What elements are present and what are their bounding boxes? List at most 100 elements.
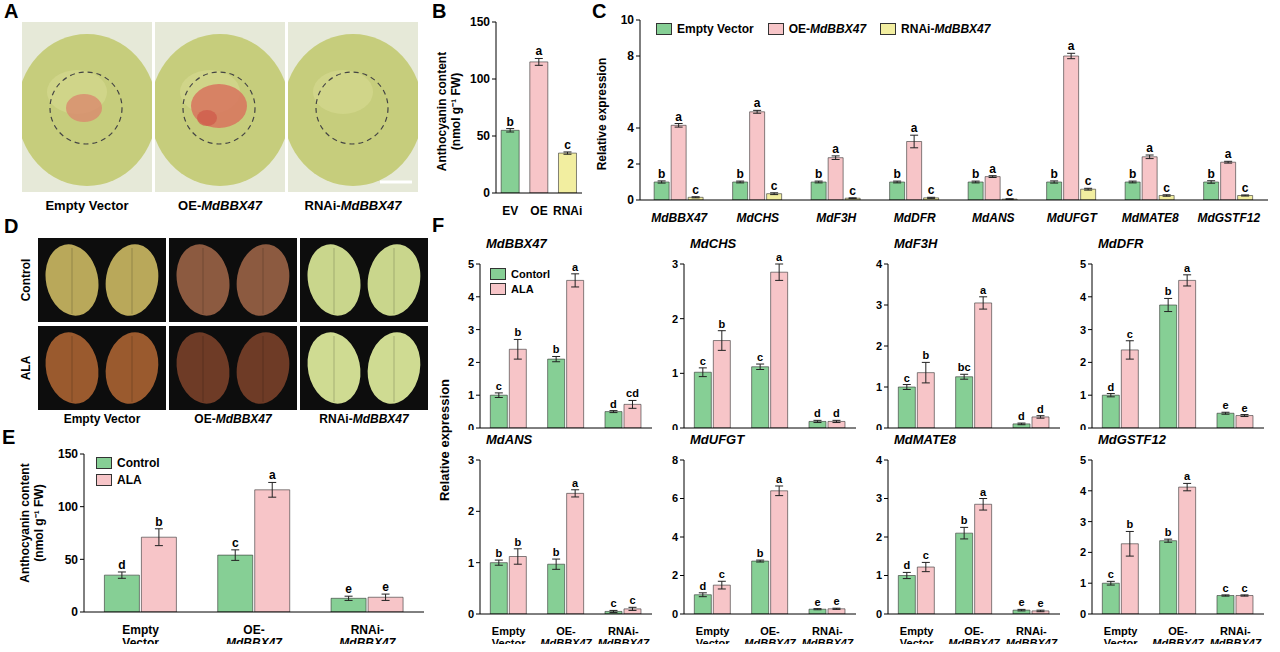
svg-text:c: c: [1085, 174, 1092, 188]
svg-text:5: 5: [468, 258, 474, 270]
svg-text:b: b: [972, 167, 979, 181]
svg-text:0: 0: [483, 186, 490, 200]
svg-text:RNAi: RNAi: [553, 204, 582, 215]
svg-text:b: b: [553, 546, 560, 558]
svg-text:c: c: [849, 184, 856, 198]
svg-text:3: 3: [876, 492, 882, 504]
svg-text:0: 0: [672, 608, 678, 620]
svg-text:e: e: [382, 580, 389, 594]
svg-text:b: b: [155, 515, 162, 529]
svg-text:b: b: [514, 536, 521, 548]
svg-text:b: b: [922, 349, 929, 361]
svg-text:b: b: [658, 167, 665, 181]
svg-text:0: 0: [468, 608, 474, 620]
svg-text:RNAi-MdBBX47: RNAi-MdBBX47: [802, 625, 854, 644]
svg-text:c: c: [610, 597, 616, 609]
svg-text:c: c: [719, 568, 725, 580]
svg-text:e: e: [345, 582, 352, 596]
svg-text:0: 0: [468, 422, 474, 430]
svg-text:c: c: [1241, 582, 1247, 594]
svg-text:RNAi-MdBBX47: RNAi-MdBBX47: [1210, 625, 1262, 644]
svg-text:100: 100: [58, 500, 78, 514]
svg-text:1: 1: [876, 569, 882, 581]
svg-text:a: a: [832, 142, 839, 156]
svg-text:a: a: [776, 252, 783, 263]
svg-text:4: 4: [672, 531, 679, 543]
svg-text:a: a: [980, 284, 987, 296]
svg-text:4: 4: [876, 454, 883, 466]
svg-text:e: e: [833, 595, 839, 607]
svg-text:b: b: [1165, 285, 1172, 297]
svg-text:1: 1: [1080, 577, 1086, 589]
svg-text:d: d: [903, 559, 910, 571]
svg-text:2: 2: [876, 340, 882, 352]
svg-text:b: b: [553, 343, 560, 355]
svg-text:e: e: [814, 596, 820, 608]
svg-text:e: e: [1018, 596, 1024, 608]
svg-text:1: 1: [672, 367, 678, 379]
svg-text:150: 150: [470, 15, 490, 29]
svg-text:EmptyVector: EmptyVector: [1104, 625, 1139, 644]
svg-text:c: c: [1127, 328, 1133, 340]
svg-text:4: 4: [468, 291, 475, 303]
svg-text:c: c: [904, 372, 910, 384]
svg-text:8: 8: [672, 454, 678, 466]
svg-text:d: d: [699, 580, 706, 592]
svg-text:b: b: [961, 514, 968, 526]
svg-text:a: a: [1146, 141, 1153, 155]
svg-text:EmptyVector: EmptyVector: [900, 625, 935, 644]
svg-text:Anthocyanin content(nmol g⁻¹ F: Anthocyanin content(nmol g⁻¹ FW): [435, 52, 463, 171]
svg-text:c: c: [771, 179, 778, 193]
svg-text:c: c: [496, 380, 502, 392]
svg-text:OE-MdBBX47: OE-MdBBX47: [948, 625, 1000, 644]
svg-text:b: b: [736, 167, 743, 181]
svg-text:bc: bc: [958, 361, 971, 373]
svg-text:b: b: [718, 318, 725, 330]
svg-text:c: c: [1006, 185, 1013, 199]
svg-text:8: 8: [627, 49, 634, 63]
svg-text:d: d: [1037, 403, 1044, 415]
svg-text:b: b: [495, 547, 502, 559]
svg-text:b: b: [1129, 167, 1136, 181]
svg-text:MdMATE8: MdMATE8: [1122, 211, 1179, 222]
svg-text:e: e: [1241, 402, 1247, 414]
svg-text:100: 100: [470, 72, 490, 86]
svg-text:Anthocyanin content(nmol g⁻¹ F: Anthocyanin content(nmol g⁻¹ FW): [18, 463, 46, 582]
svg-text:d: d: [814, 407, 821, 419]
svg-text:OE-MdBBX47: OE-MdBBX47: [744, 625, 796, 644]
svg-text:2: 2: [876, 531, 882, 543]
svg-text:OE: OE: [530, 204, 547, 215]
svg-text:MdDFR: MdDFR: [894, 211, 936, 222]
svg-text:d: d: [610, 398, 617, 410]
svg-text:MdUFGT: MdUFGT: [1047, 211, 1099, 222]
svg-text:Relative expression: Relative expression: [437, 379, 452, 501]
svg-text:c: c: [1163, 181, 1170, 195]
svg-text:c: c: [564, 138, 571, 152]
svg-text:c: c: [923, 549, 929, 561]
svg-text:RNAi-MdBBX47: RNAi-MdBBX47: [598, 625, 650, 644]
svg-text:3: 3: [876, 299, 882, 311]
svg-text:0: 0: [627, 193, 634, 207]
svg-text:3: 3: [1080, 324, 1086, 336]
svg-text:d: d: [118, 558, 125, 572]
svg-text:3: 3: [468, 454, 474, 466]
svg-text:b: b: [757, 547, 764, 559]
svg-text:b: b: [506, 115, 513, 129]
svg-text:2: 2: [627, 157, 634, 171]
svg-text:50: 50: [477, 129, 491, 143]
svg-text:a: a: [535, 44, 542, 58]
svg-text:a: a: [980, 486, 987, 498]
svg-text:a: a: [675, 110, 682, 124]
svg-text:EmptyVector: EmptyVector: [492, 625, 527, 644]
svg-text:a: a: [1068, 39, 1075, 53]
svg-text:a: a: [572, 261, 579, 273]
svg-text:a: a: [1184, 470, 1191, 482]
svg-text:b: b: [1207, 167, 1214, 181]
svg-text:5: 5: [1080, 258, 1086, 270]
svg-text:c: c: [928, 183, 935, 197]
svg-text:OE-MdBBX47: OE-MdBBX47: [1152, 625, 1204, 644]
svg-text:4: 4: [1080, 291, 1087, 303]
svg-text:b: b: [1165, 526, 1172, 538]
svg-text:OE-MdBBX47: OE-MdBBX47: [226, 623, 283, 644]
svg-text:MdF3H: MdF3H: [816, 211, 856, 222]
